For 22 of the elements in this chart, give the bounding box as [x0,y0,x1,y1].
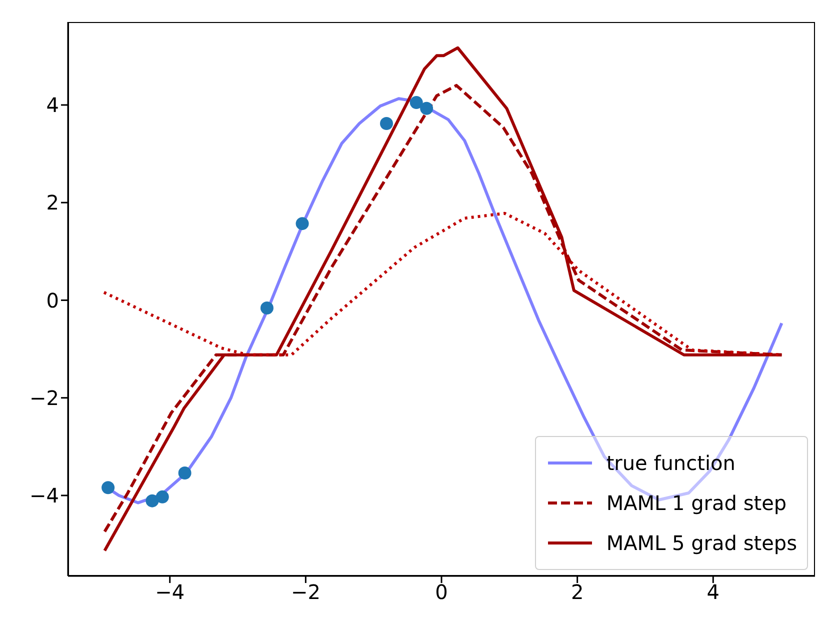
x-tick-label: −4 [155,580,185,604]
point [296,217,309,230]
x-tick-label: −2 [290,580,320,604]
x-tick-label: 0 [435,580,448,604]
y-tick-label: 0 [46,288,59,312]
x-tick-label: 2 [570,580,584,604]
x-tick-label: 4 [706,580,720,604]
y-tick-label: −2 [30,386,59,410]
legend-label: MAML 5 grad steps [606,531,797,555]
point [380,117,393,130]
point [156,490,169,504]
point [146,494,159,508]
y-tick-label: 2 [46,190,59,215]
y-tick-label: 4 [46,93,59,118]
point [260,302,274,315]
point [410,96,423,110]
point [178,466,192,480]
legend-label: true function [606,451,736,475]
legend-label: MAML 1 grad step [606,491,787,515]
y-tick-label: −4 [30,484,59,508]
point [102,481,115,494]
point [420,102,434,115]
